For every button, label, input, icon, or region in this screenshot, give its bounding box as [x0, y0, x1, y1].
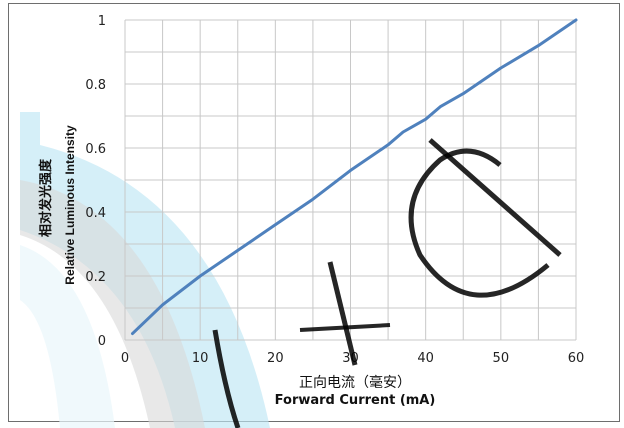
- data-point: [424, 118, 427, 120]
- data-point: [131, 332, 134, 335]
- watermark-arc-grey: [20, 180, 205, 428]
- x-tick-label: 10: [192, 351, 209, 366]
- y-tick-label: 1: [98, 14, 106, 29]
- watermark-letter-t-stem: [212, 329, 241, 428]
- data-point: [161, 304, 164, 306]
- data-point: [575, 19, 577, 21]
- chart-frame: [8, 3, 620, 422]
- y-tick-label: 0: [98, 334, 106, 349]
- data-point: [349, 169, 352, 172]
- y-axis-title-cn: 相对发光强度: [38, 158, 54, 237]
- watermark-text: [212, 138, 562, 428]
- watermark-letter-t-cross: [299, 323, 391, 332]
- data-point: [274, 224, 277, 226]
- x-tick-label: 50: [493, 351, 510, 366]
- watermark-arc-light: [20, 245, 115, 428]
- x-tick-label: 40: [417, 351, 434, 366]
- data-point: [236, 249, 239, 252]
- data-point: [500, 67, 502, 69]
- series: [131, 18, 578, 336]
- y-tick-label: 0.8: [85, 78, 106, 93]
- data-point: [402, 131, 404, 133]
- data-point: [439, 105, 442, 108]
- y-tick-label: 0.6: [85, 142, 106, 157]
- x-axis-title-cn: 正向电流（毫安）: [299, 374, 411, 391]
- watermark-letter-d-bowl: [408, 148, 550, 298]
- data-point: [387, 144, 389, 146]
- data-point: [537, 44, 540, 47]
- axis-titles: 正向电流（毫安） Forward Current (mA) 相对发光强度 Rel…: [38, 125, 435, 408]
- x-tick-label: 60: [568, 351, 585, 366]
- y-axis-title: Relative Luminous Intensity: [63, 125, 77, 285]
- grid: [124, 19, 577, 341]
- x-tick-label: 0: [121, 351, 129, 366]
- data-point: [199, 275, 201, 277]
- x-axis-title: Forward Current (mA): [275, 393, 436, 408]
- watermark: [20, 112, 270, 428]
- watermark-letter-d-stem: [428, 138, 562, 257]
- data-point: [312, 198, 314, 200]
- x-tick-label: 20: [267, 351, 284, 366]
- y-tick-label: 0.4: [85, 206, 106, 221]
- y-tick-label: 0.2: [85, 270, 106, 285]
- watermark-letter-t-bar: [327, 261, 358, 366]
- data-point: [462, 92, 465, 95]
